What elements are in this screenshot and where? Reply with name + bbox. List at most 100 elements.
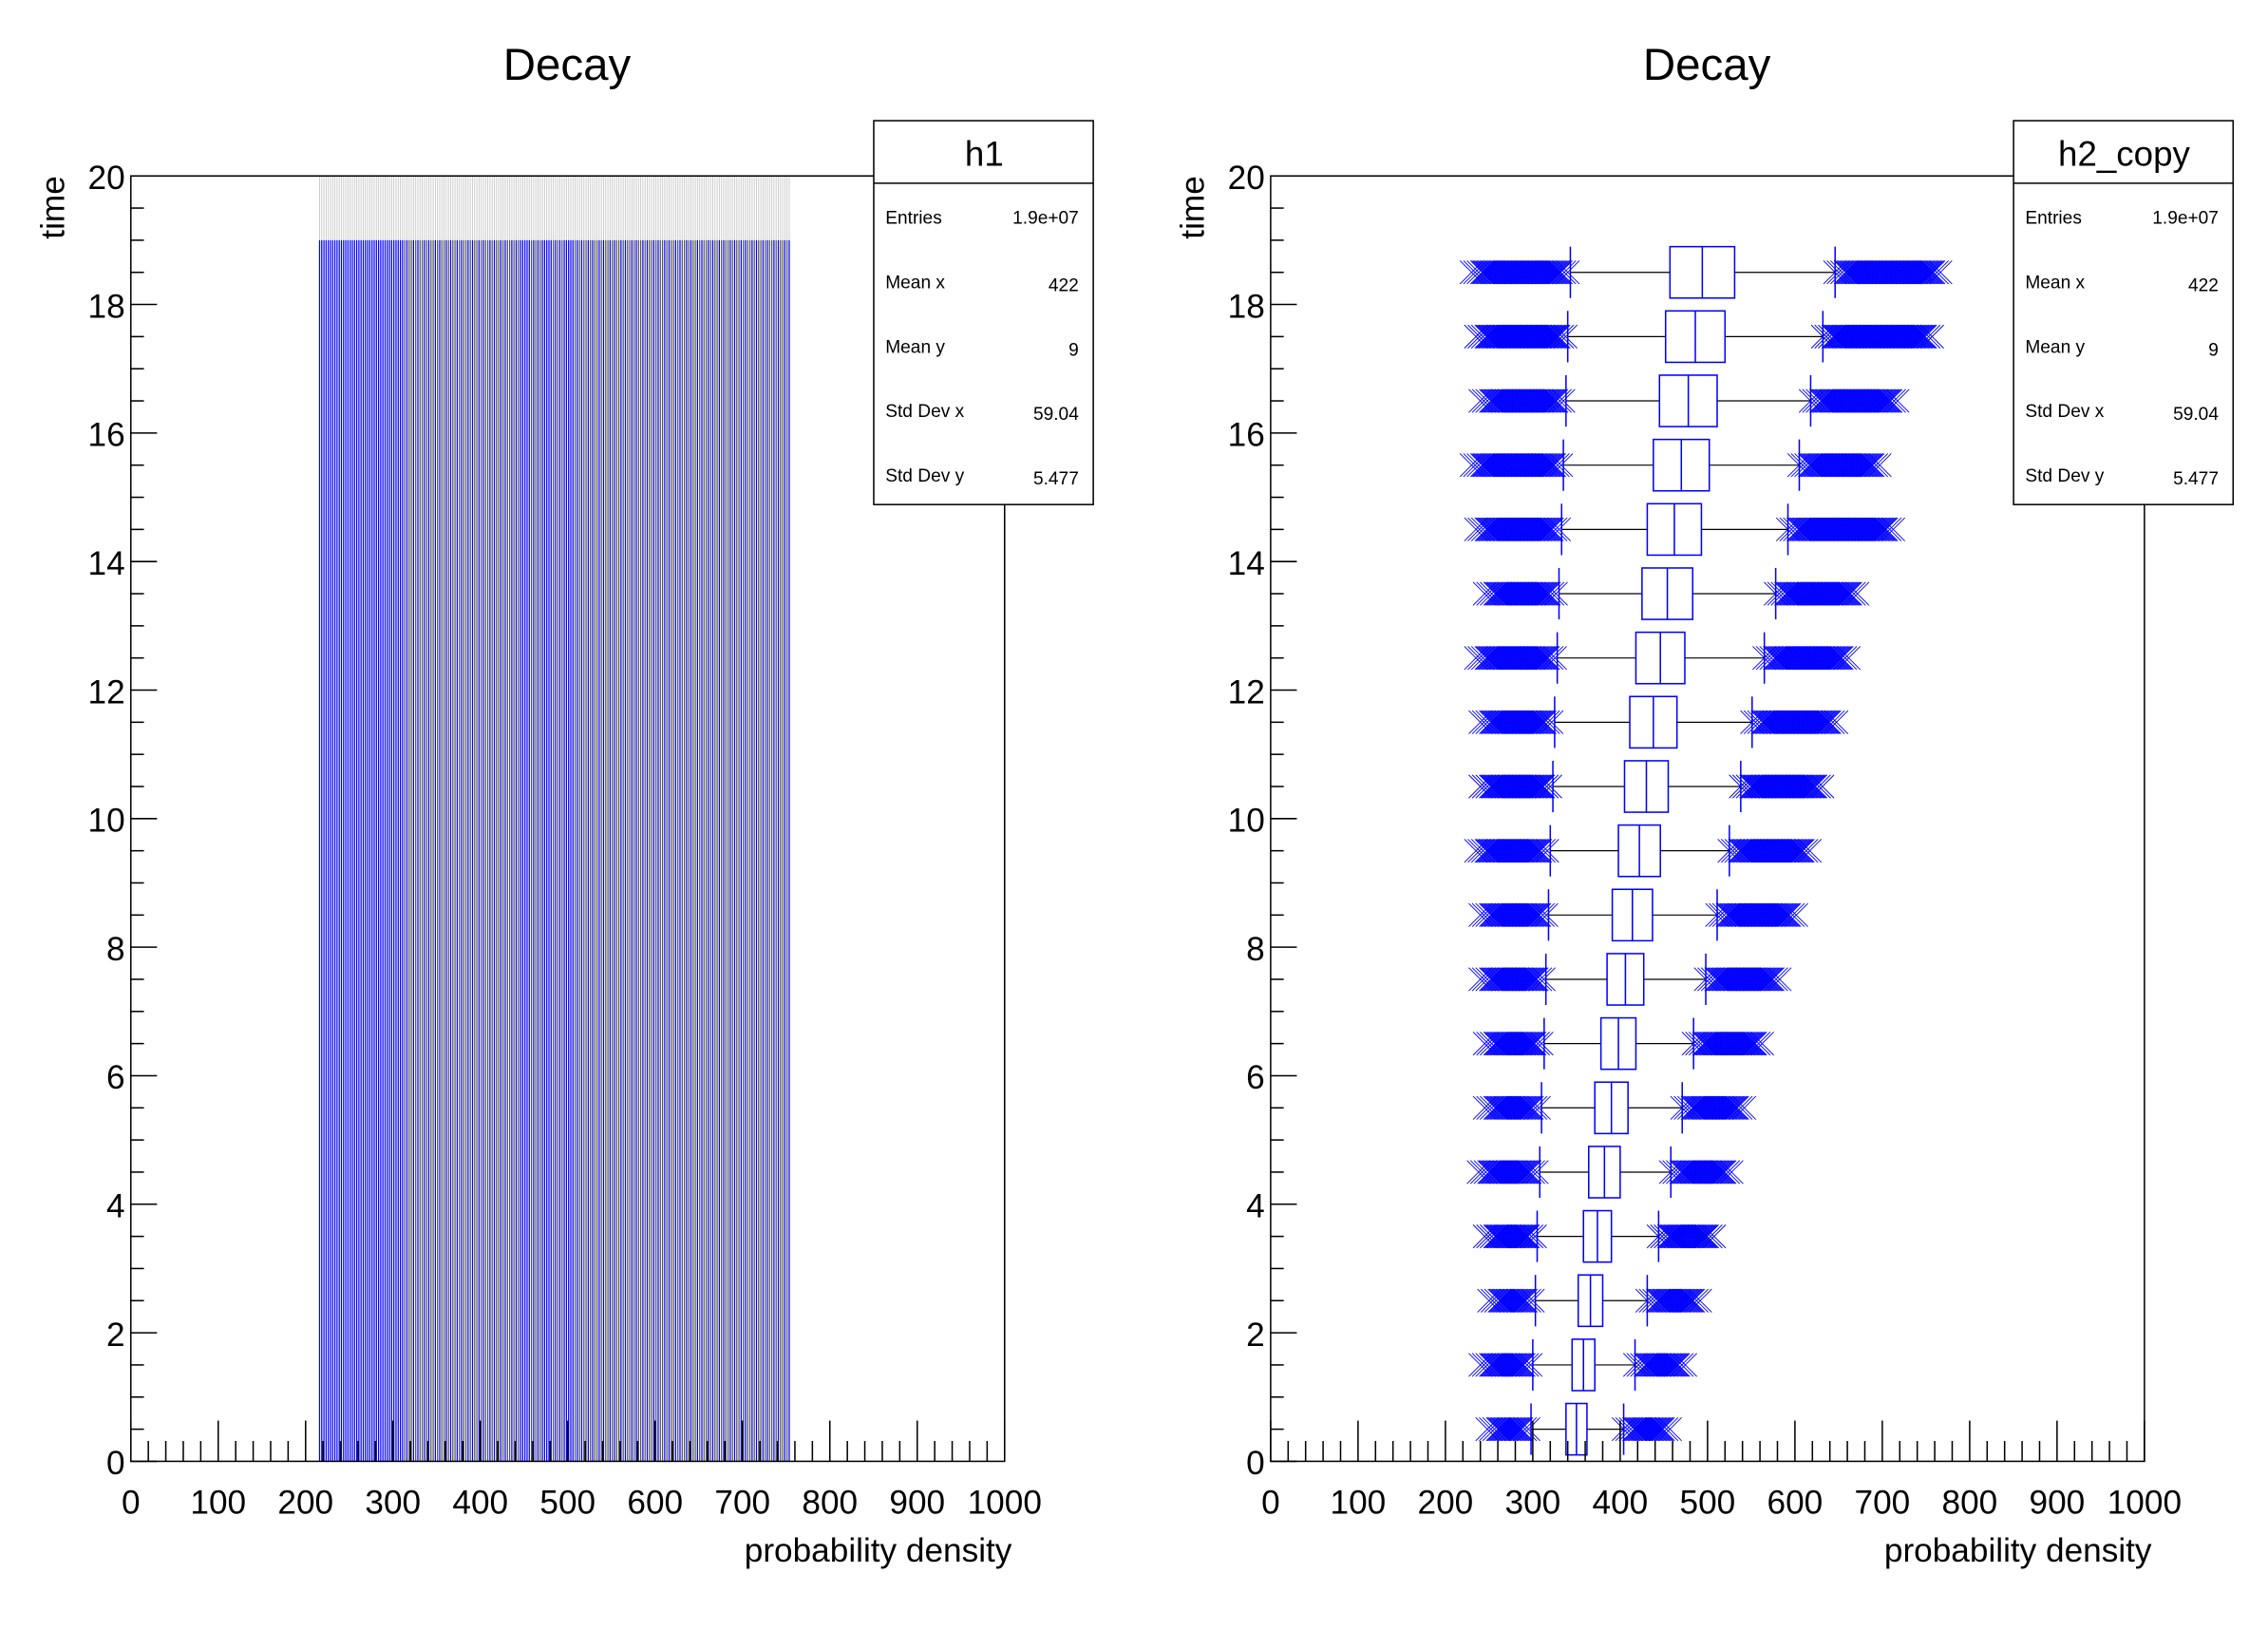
outlier-high-marker: [1767, 902, 1792, 927]
outlier-low-marker: [1517, 902, 1541, 927]
outlier-low-marker: [1517, 967, 1541, 992]
outlier-low-marker: [1499, 1288, 1523, 1313]
outlier-high-marker: [1749, 1032, 1774, 1056]
outlier-high-marker: [1868, 517, 1894, 541]
outlier-low-marker: [1528, 774, 1553, 799]
outlier-high-marker: [1863, 453, 1889, 478]
outlier-high-marker: [1690, 1224, 1714, 1249]
box-16: [1468, 374, 1910, 427]
outlier-low-marker: [1545, 453, 1570, 478]
outlier-high-marker: [1824, 710, 1849, 734]
outlier-low-marker: [1509, 1095, 1534, 1120]
outlier-high-marker: [1755, 967, 1780, 992]
outlier-low-marker: [1504, 1288, 1529, 1313]
outlier-low-marker: [1531, 581, 1556, 606]
outlier-low-marker: [1547, 260, 1572, 285]
outlier-low-marker: [1533, 453, 1558, 478]
outlier-high-marker: [1643, 1417, 1668, 1442]
outlier-high-marker: [1845, 581, 1870, 606]
outlier-high-marker: [1837, 581, 1862, 606]
outlier-high-marker: [1675, 1288, 1700, 1313]
outlier-high-marker: [1760, 967, 1785, 992]
outlier-high-marker: [1795, 774, 1820, 799]
outlier-low-marker: [1527, 581, 1552, 606]
outlier-high-marker: [1903, 324, 1928, 349]
outlier-low-marker: [1534, 260, 1559, 285]
x-tick-label: 600: [627, 1485, 683, 1522]
outlier-high-marker: [1820, 646, 1845, 671]
outlier-high-marker: [1678, 1288, 1703, 1313]
outlier-high-marker: [1828, 646, 1853, 671]
outlier-high-marker: [1684, 1224, 1709, 1249]
outlier-low-marker: [1503, 1353, 1527, 1377]
outlier-high-marker: [1804, 710, 1828, 734]
y-axis-label: time: [1174, 176, 1211, 238]
outlier-low-marker: [1471, 1353, 1496, 1377]
outlier-high-marker: [1736, 1032, 1761, 1056]
outlier-low-marker: [1507, 1288, 1532, 1313]
box-0: [1475, 1402, 1682, 1456]
outlier-high-marker: [1724, 1095, 1748, 1120]
outlier-high-marker: [1836, 646, 1862, 671]
box-13: [1472, 567, 1870, 620]
outlier-low-marker: [1533, 646, 1558, 671]
stats-box-title: h2_copy: [2058, 135, 2190, 174]
outlier-low-marker: [1539, 389, 1563, 413]
outlier-low-marker: [1535, 389, 1559, 413]
outlier-high-marker: [1810, 774, 1835, 799]
outlier-high-marker: [1764, 902, 1788, 927]
outlier-high-marker: [1847, 453, 1872, 478]
outlier-high-marker: [1715, 1095, 1741, 1120]
outlier-low-marker: [1507, 1224, 1533, 1249]
outlier-low-marker: [1548, 260, 1573, 285]
outlier-low-marker: [1523, 967, 1548, 992]
outlier-low-marker: [1539, 324, 1563, 349]
outlier-high-marker: [1737, 1032, 1763, 1056]
outlier-high-marker: [1833, 581, 1858, 606]
outlier-low-marker: [1528, 967, 1553, 992]
box-11: [1468, 695, 1849, 749]
outlier-low-marker: [1541, 453, 1566, 478]
outlier-low-marker: [1542, 646, 1567, 671]
outlier-low-marker: [1497, 1353, 1521, 1377]
outlier-high-marker: [1763, 902, 1787, 927]
outlier-low-marker: [1521, 1032, 1545, 1056]
outlier-high-marker: [1863, 517, 1888, 541]
outlier-high-marker: [1774, 902, 1799, 927]
outlier-low-marker: [1513, 1224, 1538, 1249]
outlier-low-marker: [1537, 324, 1561, 349]
stats-value: 1.9e+07: [2152, 209, 2219, 229]
outlier-low-marker: [1512, 1288, 1537, 1313]
stats-box-frame: [2013, 120, 2235, 505]
x-axis-label: probability density: [1884, 1532, 2152, 1569]
outlier-high-marker: [1655, 1353, 1680, 1377]
outlier-high-marker: [1921, 260, 1946, 285]
outlier-low-marker: [1471, 389, 1496, 413]
box-17: [1464, 310, 1944, 364]
outlier-high-marker: [1749, 967, 1774, 992]
outlier-high-marker: [1673, 1353, 1697, 1377]
outlier-high-marker: [1801, 774, 1825, 799]
outlier-high-marker: [1928, 260, 1953, 285]
outlier-high-marker: [1784, 902, 1808, 927]
outlier-low-marker: [1535, 453, 1560, 478]
y-tick-label: 8: [106, 931, 125, 968]
x-tick-label: 900: [889, 1485, 945, 1522]
x-tick-label: 800: [802, 1485, 858, 1522]
outlier-low-marker: [1502, 1417, 1526, 1442]
outlier-low-marker: [1538, 389, 1562, 413]
outlier-high-marker: [1771, 902, 1796, 927]
outlier-low-marker: [1463, 260, 1487, 285]
outlier-high-marker: [1824, 581, 1850, 606]
outlier-low-marker: [1518, 902, 1542, 927]
outlier-high-marker: [1902, 324, 1927, 349]
outlier-low-marker: [1546, 517, 1572, 541]
outlier-low-marker: [1543, 324, 1568, 349]
outlier-high-marker: [1706, 1160, 1730, 1185]
y-tick-label: 2: [106, 1317, 125, 1354]
outlier-low-marker: [1514, 1032, 1540, 1056]
outlier-low-marker: [1525, 902, 1550, 927]
stats-label: Std Dev y: [885, 466, 964, 486]
outlier-high-marker: [1792, 774, 1818, 799]
outlier-low-marker: [1517, 1095, 1541, 1120]
